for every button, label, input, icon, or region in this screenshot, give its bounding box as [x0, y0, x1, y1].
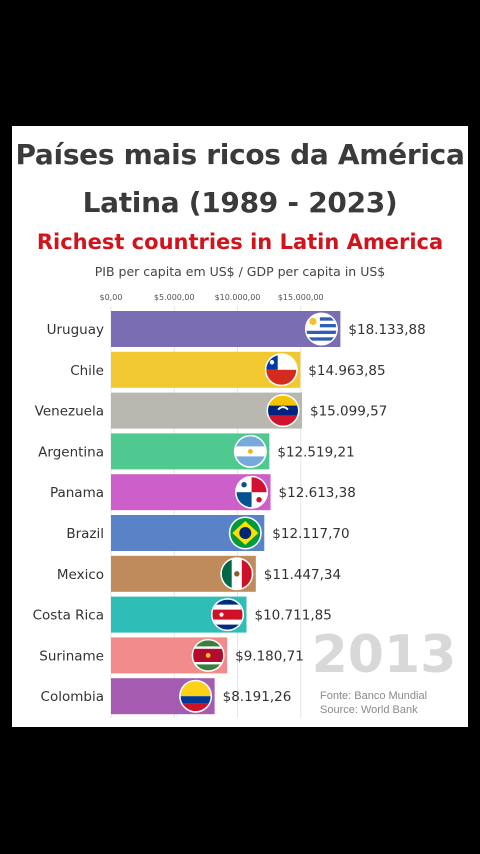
bar-uruguay — [111, 311, 341, 347]
category-label: Venezuela — [35, 404, 104, 420]
category-label: Chile — [70, 363, 104, 379]
x-tick-label: $15.000,00 — [278, 293, 324, 302]
value-label: $14.963,85 — [308, 363, 385, 379]
value-label: $15.099,57 — [310, 404, 387, 420]
value-label: $8.191,26 — [223, 689, 292, 705]
source-pt: Fonte: Banco Mundial — [320, 690, 428, 702]
value-label: $10.711,85 — [255, 608, 332, 624]
x-tick-label: $10.000,00 — [215, 293, 261, 302]
bar-chart: 2013 $0,00 $5.000,00 $10.000,00 $15.000,00 Ur… — [33, 293, 457, 718]
axis-caption: PIB per capita em US$ / GDP per capita i… — [94, 264, 386, 279]
uruguay-flag-icon — [304, 312, 338, 346]
chart-subtitle: Richest countries in Latin America — [36, 230, 444, 254]
value-label: $18.133,88 — [348, 322, 425, 338]
category-label: Colombia — [41, 689, 104, 705]
year-watermark: 2013 — [312, 625, 457, 685]
value-label: $11.447,34 — [264, 567, 341, 583]
category-label: Costa Rica — [33, 608, 104, 624]
argentina-flag-icon — [233, 434, 267, 468]
source-en: Source: World Bank — [320, 704, 418, 716]
category-label: Suriname — [39, 648, 104, 664]
category-label: Mexico — [57, 567, 104, 583]
value-label: $12.117,70 — [272, 526, 349, 542]
panama-flag-icon — [235, 475, 269, 509]
category-label: Uruguay — [47, 322, 104, 338]
colombia-flag-icon — [179, 679, 213, 713]
brazil-flag-icon — [228, 516, 262, 550]
mexico-flag-icon — [220, 557, 254, 591]
chile-flag-icon — [264, 353, 298, 387]
x-tick-label: $5.000,00 — [154, 293, 195, 302]
chart-title-line-2: Latina (1989 - 2023) — [82, 186, 398, 219]
suriname-flag-icon — [191, 638, 225, 672]
value-label: $9.180,71 — [235, 648, 304, 664]
value-label: $12.613,38 — [279, 485, 356, 501]
costa-rica-flag-icon — [211, 598, 245, 632]
x-tick-label: $0,00 — [100, 293, 123, 302]
category-label: Brazil — [66, 526, 104, 542]
category-label: Panama — [50, 485, 104, 501]
value-label: $12.519,21 — [277, 444, 354, 460]
chart-title-line-1: Países mais ricos da América — [15, 138, 465, 171]
venezuela-flag-icon — [266, 394, 300, 428]
category-label: Argentina — [38, 444, 104, 460]
chart-card: Países mais ricos da América Latina (198… — [12, 126, 468, 727]
